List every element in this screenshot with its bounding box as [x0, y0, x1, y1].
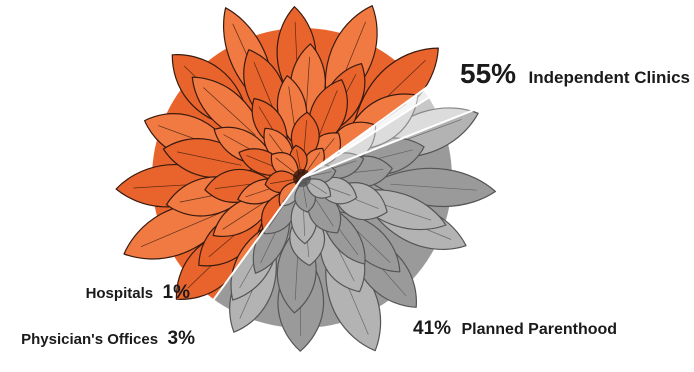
slice-labels: 55% Independent Clinics 41% Planned Pare… [21, 58, 690, 349]
slice-dividers [183, 59, 489, 341]
label-physicians-offices: Physician's Offices 3% [21, 328, 195, 349]
value-label-planned-parenthood: 41% [413, 318, 451, 339]
value-label-independent-clinics: 55% [460, 58, 516, 89]
slice-divider [301, 69, 472, 179]
slice-divider [301, 59, 465, 179]
value-label-physicians-offices: 3% [168, 328, 196, 349]
category-label-independent-clinics: Independent Clinics [529, 68, 691, 87]
label-hospitals: Hospitals 1% [86, 282, 191, 303]
label-planned-parenthood: 41% Planned Parenthood [413, 318, 617, 339]
category-label-hospitals: Hospitals [86, 285, 154, 302]
category-label-physicians-offices: Physician's Offices [21, 331, 158, 348]
value-label-hospitals: 1% [163, 282, 191, 303]
label-independent-clinics: 55% Independent Clinics [460, 58, 690, 89]
slice-divider [183, 177, 303, 341]
category-label-planned-parenthood: Planned Parenthood [461, 321, 617, 338]
flower-illustration [115, 5, 496, 352]
slice-divider [301, 103, 489, 179]
